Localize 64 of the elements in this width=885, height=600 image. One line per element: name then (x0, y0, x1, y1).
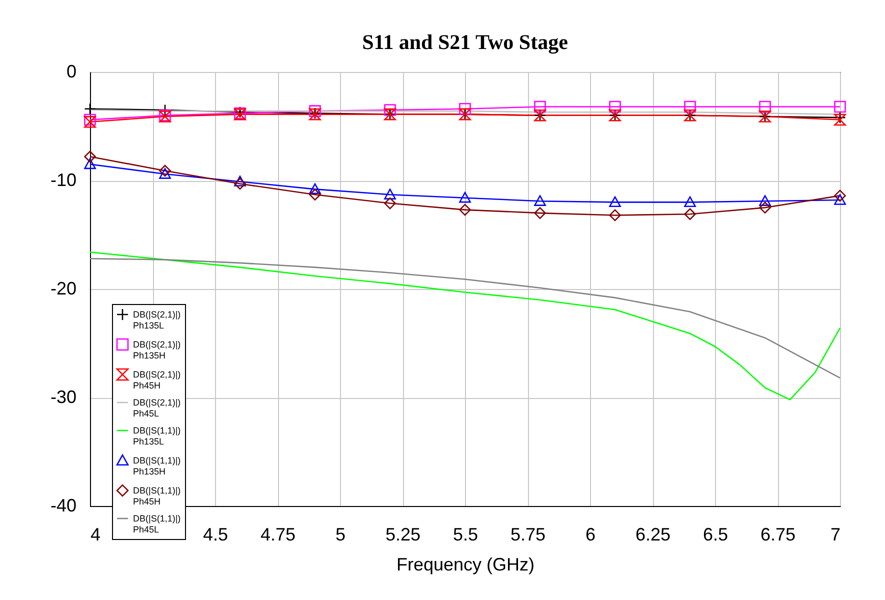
y-tick-label: -20 (50, 278, 76, 298)
x-tick-label: 6 (585, 524, 596, 544)
point (834, 194, 846, 205)
point (234, 176, 246, 186)
x-axis-title: Frequency (GHz) (396, 554, 535, 574)
point (384, 104, 396, 116)
legend-label: DB(|S(2,1)|) Ph45H (133, 370, 181, 390)
point (759, 100, 771, 113)
point (459, 102, 471, 115)
point (84, 102, 96, 115)
legend-label: DB(|S(2,1)|) Ph45L (133, 398, 181, 418)
point (459, 204, 471, 216)
point (759, 195, 771, 206)
point (159, 168, 171, 179)
point (234, 178, 246, 190)
x-tick-label: 5.75 (510, 524, 546, 544)
legend-label: DB(|S(1,1)|) Ph135H (133, 456, 181, 476)
legend-label: DB(|S(1,1)|) Ph135L (133, 426, 181, 446)
point (684, 208, 696, 220)
legend-label: DB(|S(2,1)|) Ph135L (133, 310, 181, 330)
line-series (89, 258, 841, 379)
x-tick-label: 5.25 (385, 524, 421, 544)
x-tick-label: 4.5 (202, 524, 228, 544)
line-series (89, 251, 841, 400)
point (609, 209, 621, 222)
point (309, 105, 321, 117)
chart-title: S11 and S21 Two Stage (362, 30, 568, 54)
point (609, 100, 621, 113)
legend-label: DB(|S(1,1)|) Ph45H (133, 486, 181, 506)
point (534, 207, 546, 219)
legend-label: DB(|S(1,1)|) Ph45L (133, 514, 181, 534)
x-tick-label: 7 (830, 524, 840, 544)
point (534, 100, 546, 113)
point (684, 100, 696, 113)
y-tick-label: 0 (66, 62, 76, 82)
point (84, 116, 96, 128)
point (459, 192, 471, 203)
point (534, 195, 546, 206)
point (309, 183, 321, 194)
point (84, 114, 96, 126)
point (384, 188, 396, 200)
x-tick-label: 5.5 (452, 524, 478, 544)
point (384, 197, 396, 210)
point (84, 158, 96, 170)
y-tick-label: -10 (50, 170, 76, 190)
legend-label: DB(|S(2,1)|) Ph135H (133, 340, 181, 360)
point (609, 196, 621, 208)
x-tick-label: 5 (335, 524, 346, 544)
x-tick-label: 6.25 (635, 524, 671, 544)
x-tick-label: 4.75 (260, 524, 296, 544)
point (684, 196, 696, 208)
point (834, 112, 846, 124)
x-tick-label: 4 (90, 524, 101, 544)
x-tick-label: 6.5 (702, 524, 728, 544)
point (759, 202, 771, 214)
point (309, 188, 321, 200)
y-tick-label: -40 (50, 496, 76, 516)
point (159, 164, 171, 177)
point (834, 100, 846, 113)
point (834, 114, 846, 126)
point (834, 190, 846, 202)
x-tick-label: 6.75 (760, 524, 796, 544)
y-tick-label: -30 (50, 387, 76, 407)
point (84, 150, 96, 163)
